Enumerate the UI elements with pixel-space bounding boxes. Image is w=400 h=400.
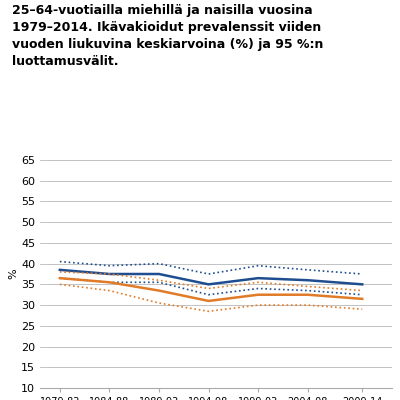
Text: 25–64-vuotiailla miehillä ja naisilla vuosina
1979–2014. Ikävakioidut prevalenss: 25–64-vuotiailla miehillä ja naisilla vu… [12,4,323,68]
Y-axis label: %: % [8,269,18,279]
